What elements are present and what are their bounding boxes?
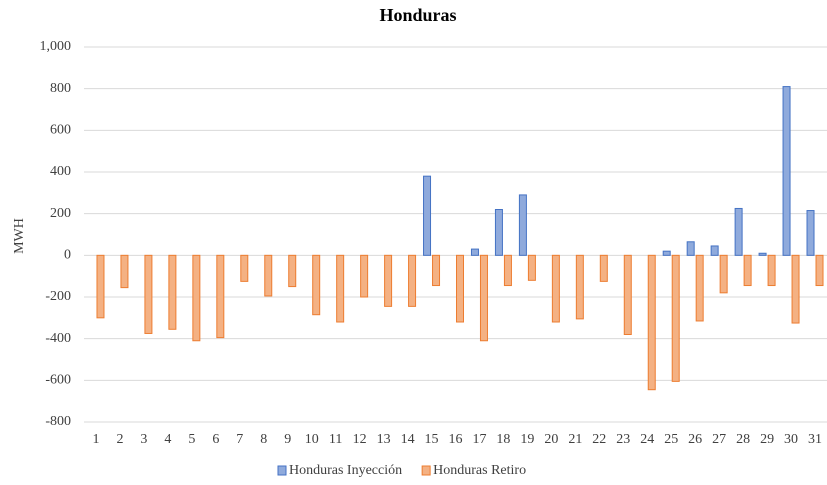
x-tick-label: 27: [712, 432, 726, 447]
x-tick-label: 21: [568, 432, 582, 447]
bar: [360, 254, 369, 298]
x-tick-label: 2: [116, 432, 123, 447]
bar: [408, 254, 417, 307]
x-tick-label: 25: [664, 432, 678, 447]
x-tick-label: 4: [164, 432, 171, 447]
legend-swatch: [421, 465, 431, 476]
bar: [96, 254, 105, 319]
bar: [192, 254, 201, 342]
y-tick-label: 1,000: [40, 39, 72, 54]
y-tick-label: -400: [45, 331, 71, 346]
bar: [120, 254, 129, 289]
bar: [288, 254, 297, 288]
bar: [662, 250, 671, 256]
bar: [144, 254, 153, 334]
bar: [240, 254, 249, 282]
x-tick-label: 20: [544, 432, 558, 447]
bar: [432, 254, 441, 287]
y-tick-label: 600: [50, 123, 71, 138]
y-tick-label: -600: [45, 373, 71, 388]
y-tick-label: 200: [50, 206, 71, 221]
bar: [815, 254, 824, 287]
x-tick-label: 16: [449, 432, 463, 447]
x-tick-label: 31: [808, 432, 822, 447]
x-tick-label: 22: [592, 432, 606, 447]
x-tick-label: 6: [212, 432, 219, 447]
legend-label: Honduras Retiro: [433, 463, 526, 478]
x-tick-label: 8: [260, 432, 267, 447]
x-tick-label: 26: [688, 432, 702, 447]
bar: [503, 254, 512, 287]
bar: [384, 254, 393, 307]
bar: [758, 252, 767, 256]
bar: [336, 254, 345, 323]
x-tick-label: 14: [401, 432, 415, 447]
x-tick-label: 17: [472, 432, 486, 447]
bar: [791, 254, 800, 324]
x-tick-label: 7: [236, 432, 243, 447]
bar: [527, 254, 536, 281]
y-tick-label: 400: [50, 164, 71, 179]
bar: [743, 254, 752, 287]
bar: [647, 254, 656, 391]
x-tick-label: 13: [377, 432, 391, 447]
bar: [686, 241, 695, 256]
x-tick-label: 9: [284, 432, 291, 447]
x-tick-label: 3: [140, 432, 147, 447]
x-tick-label: 15: [425, 432, 439, 447]
bar: [695, 254, 704, 322]
bar: [264, 254, 273, 297]
x-tick-label: 23: [616, 432, 630, 447]
x-tick-label: 24: [640, 432, 654, 447]
x-tick-label: 19: [520, 432, 534, 447]
y-axis-label: MWH: [12, 218, 27, 254]
x-tick-label: 29: [760, 432, 774, 447]
bar: [575, 254, 584, 320]
bar: [710, 245, 719, 256]
x-tick-label: 11: [329, 432, 342, 447]
bar: [456, 254, 464, 323]
chart-title: Honduras: [379, 5, 456, 25]
bar: [551, 254, 560, 323]
bar: [599, 254, 608, 282]
x-tick-label: 12: [353, 432, 367, 447]
bar: [423, 175, 432, 256]
y-tick-label: 800: [50, 81, 71, 96]
x-tick-label: 28: [736, 432, 750, 447]
y-tick-label: -200: [45, 289, 71, 304]
bar: [767, 254, 776, 287]
bar: [479, 254, 488, 342]
bar: [312, 254, 321, 316]
bar: [671, 254, 680, 382]
x-tick-label: 30: [784, 432, 798, 447]
bar: [470, 248, 479, 256]
bar: [623, 254, 632, 335]
x-tick-label: 18: [496, 432, 510, 447]
bar: [494, 209, 503, 256]
bar: [168, 254, 177, 330]
bar: [216, 254, 225, 339]
bar: [782, 86, 791, 256]
bar: [719, 254, 728, 294]
y-tick-label: 0: [64, 248, 71, 263]
bar: [734, 207, 743, 256]
legend-label: Honduras Inyección: [289, 463, 402, 478]
y-tick-label: -800: [45, 414, 71, 429]
x-tick-label: 5: [188, 432, 195, 447]
x-tick-label: 10: [305, 432, 319, 447]
bar: [806, 210, 815, 256]
legend-swatch: [277, 465, 287, 476]
x-tick-label: 1: [92, 432, 99, 447]
bar: [518, 194, 527, 256]
